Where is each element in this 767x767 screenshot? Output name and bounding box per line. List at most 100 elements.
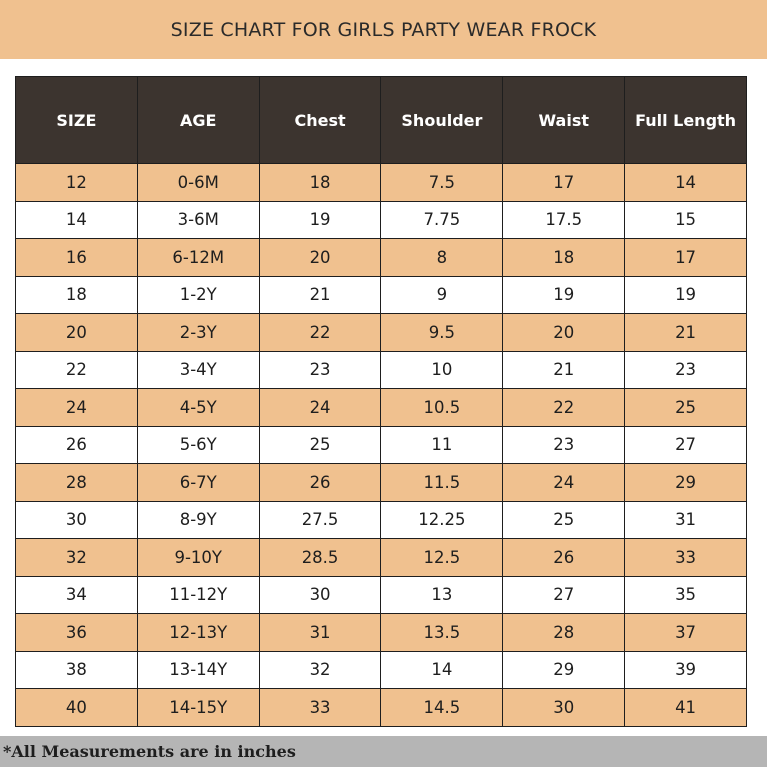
table-cell-chest: 28.5 [258,538,382,577]
table-cell-size: 16 [15,238,138,277]
footer-note: *All Measurements are in inches [3,742,296,761]
table-cell-shoulder: 11 [380,425,504,464]
table-cell-full-length: 19 [624,275,747,314]
table-cell-full-length: 14 [624,163,747,202]
table-cell-chest: 33 [258,688,382,727]
table-cell-shoulder: 8 [380,238,504,277]
table-cell-size: 22 [15,350,138,389]
table-cell-size: 36 [15,613,138,652]
table-cell-full-length: 31 [624,500,747,539]
table-cell-chest: 25 [258,425,382,464]
table-cell-size: 28 [15,463,138,502]
table-cell-size: 12 [15,163,138,202]
table-cell-full-length: 23 [624,350,747,389]
column-header-waist: Waist [502,76,626,164]
table-cell-age: 6-12M [136,238,260,277]
table-cell-full-length: 29 [624,463,747,502]
column-header-full-length: Full Length [624,76,747,164]
table-cell-full-length: 25 [624,388,747,427]
table-cell-chest: 18 [258,163,382,202]
table-row: 18 1-2Y 21 9 19 19 [15,275,747,314]
table-cell-chest: 31 [258,613,382,652]
table-cell-chest: 24 [258,388,382,427]
table-cell-shoulder: 14.5 [380,688,504,727]
table-cell-waist: 24 [502,463,626,502]
table-cell-shoulder: 11.5 [380,463,504,502]
table-cell-size: 40 [15,688,138,727]
table-cell-shoulder: 7.75 [380,200,504,239]
title-bar: SIZE CHART FOR GIRLS PARTY WEAR FROCK [0,0,767,59]
table-cell-size: 24 [15,388,138,427]
table-cell-age: 13-14Y [136,650,260,689]
table-cell-chest: 22 [258,313,382,352]
table-row: 12 0-6M 18 7.5 17 14 [15,163,747,202]
table-cell-full-length: 33 [624,538,747,577]
table-row: 32 9-10Y 28.5 12.5 26 33 [15,538,747,577]
table-cell-full-length: 15 [624,200,747,239]
table-cell-shoulder: 9.5 [380,313,504,352]
table-cell-size: 30 [15,500,138,539]
table-cell-age: 0-6M [136,163,260,202]
table-cell-waist: 21 [502,350,626,389]
table-cell-full-length: 35 [624,575,747,614]
table-row: 26 5-6Y 25 11 23 27 [15,425,747,464]
table-cell-chest: 23 [258,350,382,389]
table-cell-full-length: 17 [624,238,747,277]
table-cell-size: 38 [15,650,138,689]
table-cell-shoulder: 10.5 [380,388,504,427]
page-title: SIZE CHART FOR GIRLS PARTY WEAR FROCK [170,18,597,41]
table-cell-size: 32 [15,538,138,577]
table-cell-waist: 18 [502,238,626,277]
column-header-shoulder: Shoulder [380,76,504,164]
table-row: 30 8-9Y 27.5 12.25 25 31 [15,500,747,539]
table-cell-chest: 32 [258,650,382,689]
table-cell-age: 9-10Y [136,538,260,577]
table-cell-full-length: 37 [624,613,747,652]
column-header-size: SIZE [15,76,138,164]
table-cell-shoulder: 10 [380,350,504,389]
table-cell-shoulder: 13.5 [380,613,504,652]
table-row: 16 6-12M 20 8 18 17 [15,238,747,277]
table-cell-shoulder: 13 [380,575,504,614]
table-cell-chest: 27.5 [258,500,382,539]
table-cell-chest: 20 [258,238,382,277]
table-row: 40 14-15Y 33 14.5 30 41 [15,688,747,727]
table-cell-age: 8-9Y [136,500,260,539]
table-cell-chest: 21 [258,275,382,314]
table-cell-waist: 28 [502,613,626,652]
table-header-row: SIZE AGE Chest Shoulder Waist Full Lengt… [15,76,747,164]
table-cell-waist: 22 [502,388,626,427]
table-row: 22 3-4Y 23 10 21 23 [15,350,747,389]
table-cell-full-length: 21 [624,313,747,352]
table-cell-size: 14 [15,200,138,239]
table-cell-full-length: 27 [624,425,747,464]
table-cell-waist: 29 [502,650,626,689]
table-body: 12 0-6M 18 7.5 17 14 14 3-6M 19 7.75 17.5 15 16 6-12M… [15,163,747,727]
table-cell-waist: 17 [502,163,626,202]
table-cell-full-length: 41 [624,688,747,727]
table-cell-age: 4-5Y [136,388,260,427]
table-cell-waist: 20 [502,313,626,352]
table-cell-waist: 30 [502,688,626,727]
table-cell-age: 1-2Y [136,275,260,314]
table-cell-age: 3-6M [136,200,260,239]
table-cell-size: 34 [15,575,138,614]
table-row: 36 12-13Y 31 13.5 28 37 [15,613,747,652]
size-chart-table: SIZE AGE Chest Shoulder Waist Full Lengt… [15,76,747,727]
table-cell-chest: 19 [258,200,382,239]
table-cell-size: 26 [15,425,138,464]
table-row: 14 3-6M 19 7.75 17.5 15 [15,200,747,239]
table-row: 28 6-7Y 26 11.5 24 29 [15,463,747,502]
table-cell-age: 14-15Y [136,688,260,727]
table-cell-waist: 23 [502,425,626,464]
footer-bar: *All Measurements are in inches [0,736,767,767]
column-header-age: AGE [136,76,260,164]
table-cell-age: 6-7Y [136,463,260,502]
table-cell-chest: 30 [258,575,382,614]
table-cell-shoulder: 9 [380,275,504,314]
table-cell-size: 18 [15,275,138,314]
table-cell-size: 20 [15,313,138,352]
table-row: 34 11-12Y 30 13 27 35 [15,575,747,614]
table-cell-chest: 26 [258,463,382,502]
table-cell-shoulder: 12.5 [380,538,504,577]
